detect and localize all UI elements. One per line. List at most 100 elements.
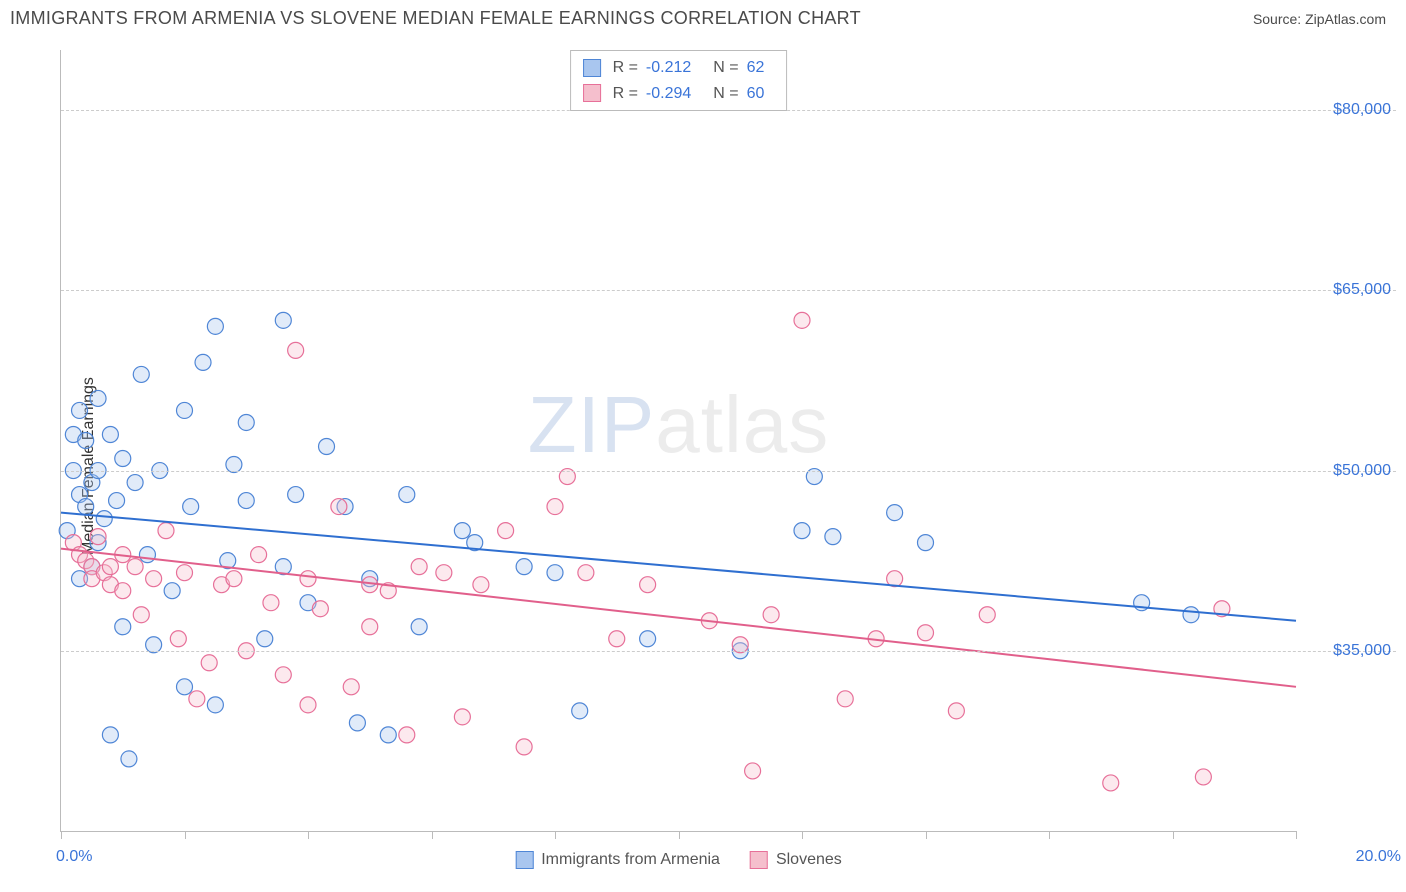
n-value: 60 xyxy=(747,81,765,107)
trend-line xyxy=(61,549,1296,687)
source-name: ZipAtlas.com xyxy=(1305,11,1386,27)
scatter-point xyxy=(275,312,291,328)
scatter-point xyxy=(547,565,563,581)
scatter-point xyxy=(177,565,193,581)
scatter-point xyxy=(251,547,267,563)
scatter-point xyxy=(948,703,964,719)
scatter-point xyxy=(288,342,304,358)
scatter-point xyxy=(411,619,427,635)
scatter-point xyxy=(96,511,112,527)
r-value: -0.212 xyxy=(646,55,691,81)
scatter-point xyxy=(349,715,365,731)
scatter-point xyxy=(825,529,841,545)
scatter-point xyxy=(115,583,131,599)
y-tick-label: $65,000 xyxy=(1333,281,1391,299)
scatter-point xyxy=(454,523,470,539)
chart-area: Median Female Earnings ZIPatlas R = -0.2… xyxy=(10,50,1396,882)
correlation-row-1: R = -0.294 N = 60 xyxy=(583,81,775,107)
scatter-point xyxy=(90,390,106,406)
scatter-point xyxy=(300,571,316,587)
scatter-point xyxy=(547,499,563,515)
scatter-point xyxy=(837,691,853,707)
scatter-point xyxy=(300,697,316,713)
scatter-point xyxy=(257,631,273,647)
scatter-point xyxy=(170,631,186,647)
scatter-point xyxy=(380,727,396,743)
r-value: -0.294 xyxy=(646,81,691,107)
scatter-point xyxy=(331,499,347,515)
scatter-point xyxy=(102,426,118,442)
scatter-point xyxy=(918,625,934,641)
scatter-point xyxy=(201,655,217,671)
scatter-point xyxy=(177,679,193,695)
scatter-point xyxy=(640,631,656,647)
source-attribution: Source: ZipAtlas.com xyxy=(1253,11,1386,27)
scatter-point xyxy=(794,523,810,539)
n-label: N = xyxy=(713,81,738,107)
scatter-point xyxy=(177,402,193,418)
scatter-point xyxy=(473,577,489,593)
scatter-point xyxy=(516,739,532,755)
scatter-point xyxy=(115,619,131,635)
scatter-point xyxy=(109,493,125,509)
chart-title: IMMIGRANTS FROM ARMENIA VS SLOVENE MEDIA… xyxy=(10,8,861,29)
x-axis-start-label: 0.0% xyxy=(56,848,92,866)
scatter-point xyxy=(238,414,254,430)
scatter-point xyxy=(195,354,211,370)
legend-item-1: Slovenes xyxy=(750,851,842,869)
scatter-point xyxy=(640,577,656,593)
scatter-point xyxy=(238,493,254,509)
scatter-point xyxy=(127,559,143,575)
scatter-point xyxy=(207,318,223,334)
scatter-point xyxy=(794,312,810,328)
legend-label: Slovenes xyxy=(776,851,842,869)
chart-header: IMMIGRANTS FROM ARMENIA VS SLOVENE MEDIA… xyxy=(0,0,1406,33)
scatter-point xyxy=(226,571,242,587)
y-tick-label: $35,000 xyxy=(1333,642,1391,660)
n-value: 62 xyxy=(747,55,765,81)
scatter-point xyxy=(918,535,934,551)
scatter-point xyxy=(312,601,328,617)
trend-line xyxy=(61,513,1296,621)
scatter-point xyxy=(1183,607,1199,623)
scatter-point xyxy=(115,451,131,467)
scatter-svg xyxy=(61,50,1296,831)
scatter-point xyxy=(127,475,143,491)
scatter-point xyxy=(288,487,304,503)
scatter-point xyxy=(516,559,532,575)
scatter-point xyxy=(183,499,199,515)
scatter-point xyxy=(189,691,205,707)
scatter-point xyxy=(436,565,452,581)
y-tick-label: $80,000 xyxy=(1333,101,1391,119)
scatter-point xyxy=(146,571,162,587)
legend-swatch-icon xyxy=(515,851,533,869)
scatter-point xyxy=(763,607,779,623)
legend-swatch-icon xyxy=(750,851,768,869)
x-axis-end-label: 20.0% xyxy=(1356,848,1401,866)
r-label: R = xyxy=(613,55,638,81)
scatter-point xyxy=(78,433,94,449)
legend-item-0: Immigrants from Armenia xyxy=(515,851,720,869)
scatter-point xyxy=(133,366,149,382)
scatter-point xyxy=(263,595,279,611)
scatter-point xyxy=(578,565,594,581)
scatter-point xyxy=(887,505,903,521)
scatter-point xyxy=(72,402,88,418)
scatter-point xyxy=(121,751,137,767)
scatter-point xyxy=(319,439,335,455)
legend-label: Immigrants from Armenia xyxy=(541,851,720,869)
scatter-point xyxy=(102,727,118,743)
scatter-point xyxy=(399,487,415,503)
source-prefix: Source: xyxy=(1253,11,1305,27)
scatter-point xyxy=(498,523,514,539)
scatter-point xyxy=(411,559,427,575)
scatter-point xyxy=(454,709,470,725)
scatter-point xyxy=(399,727,415,743)
series-legend: Immigrants from Armenia Slovenes xyxy=(515,851,842,869)
legend-swatch-icon xyxy=(583,84,601,102)
scatter-point xyxy=(745,763,761,779)
scatter-point xyxy=(90,529,106,545)
correlation-row-0: R = -0.212 N = 62 xyxy=(583,55,775,81)
legend-swatch-icon xyxy=(583,59,601,77)
scatter-point xyxy=(609,631,625,647)
